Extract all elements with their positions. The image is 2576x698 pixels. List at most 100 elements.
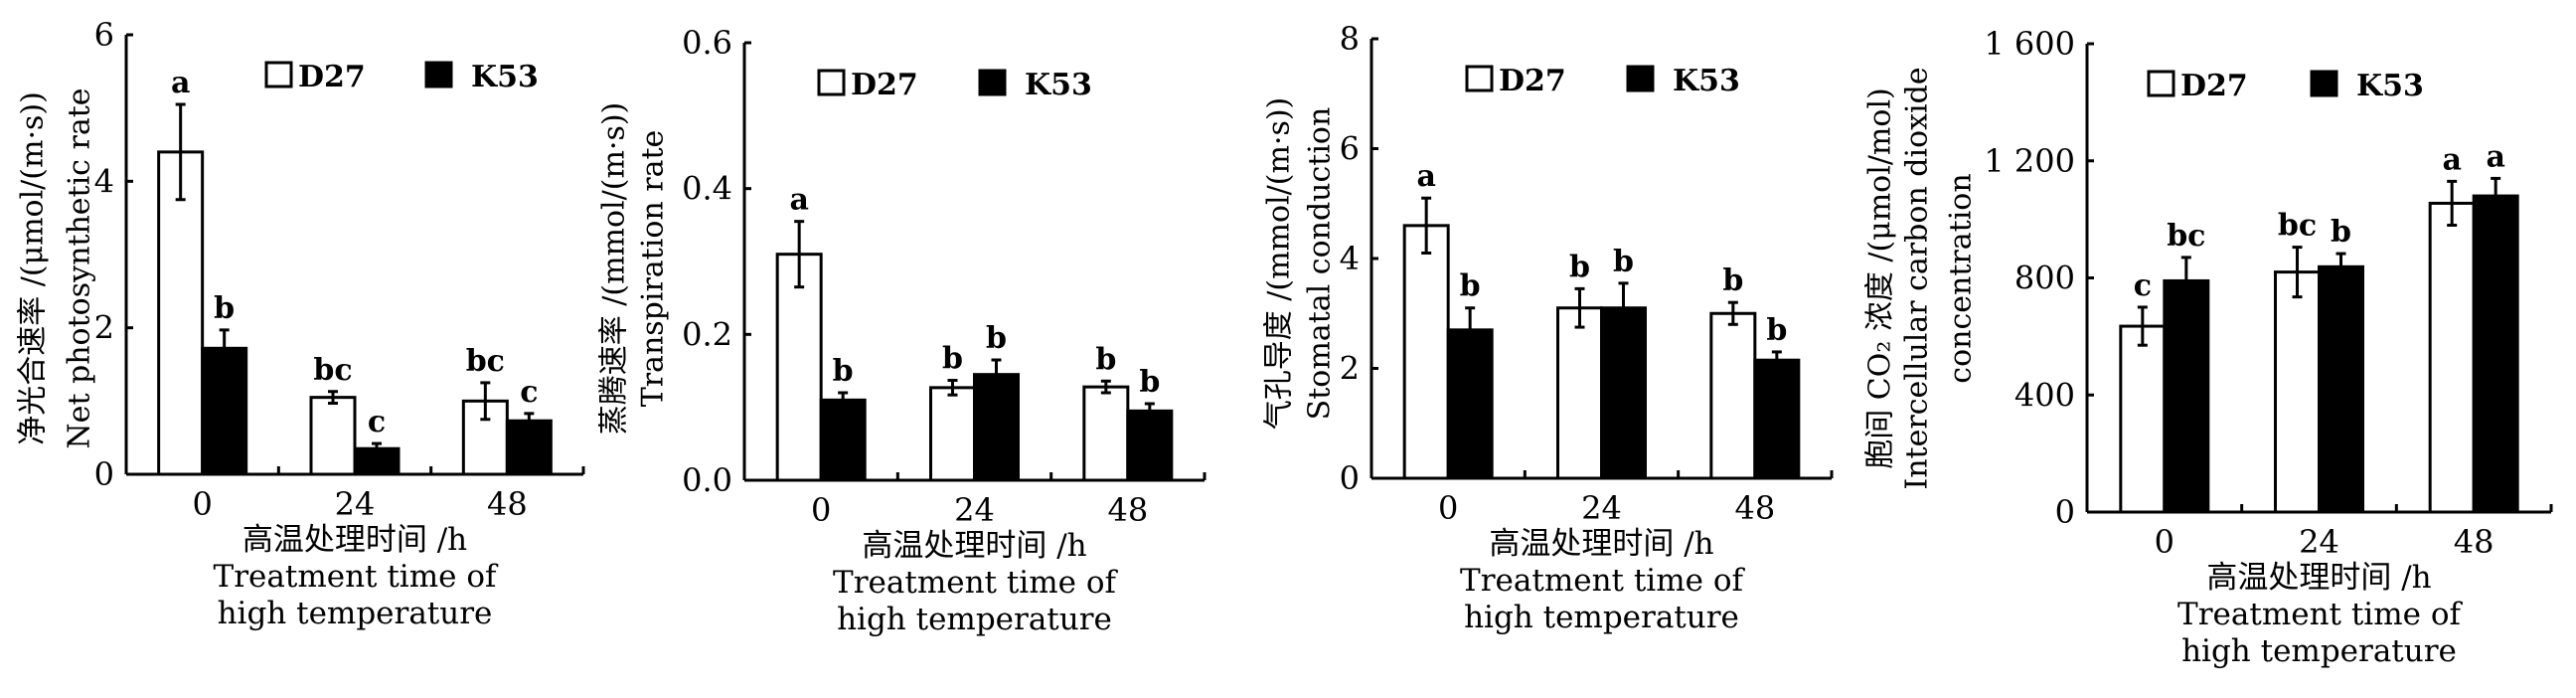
y-tick-label: 6 (94, 16, 114, 54)
significance-letter: a (171, 66, 190, 100)
legend-label: K53 (471, 60, 539, 94)
x-tick-label: 48 (1107, 491, 1148, 529)
bar-k53-0h (819, 398, 867, 482)
significance-letter: c (520, 375, 538, 410)
bar-d27-48h (1082, 385, 1130, 482)
y-axis-title: Intercellular carbon dioxide (1900, 67, 1935, 489)
y-tick-label: 1 600 (1984, 25, 2075, 63)
significance-letter: b (833, 354, 854, 389)
x-axis-title: Treatment time of (214, 559, 499, 595)
x-axis-title: Treatment time of (2177, 597, 2463, 632)
bar-k53-48h (1753, 358, 1801, 480)
significance-letter: bc (2167, 219, 2205, 254)
bar-k53-48h (1126, 409, 1174, 482)
y-tick-label: 4 (94, 162, 114, 200)
y-tick-label: 6 (1340, 130, 1360, 168)
significance-letter: b (1613, 245, 1634, 279)
significance-letter: a (789, 183, 808, 218)
y-tick-label: 0 (94, 455, 114, 493)
legend-label: K53 (1673, 64, 1740, 98)
legend-label: D27 (1499, 64, 1566, 98)
y-axis-title: Stomatal conduction (1303, 107, 1338, 421)
y-tick-label: 0.4 (682, 170, 732, 208)
significance-letter: a (2486, 139, 2504, 174)
bar-k53-24h (1600, 306, 1647, 480)
x-tick-label: 0 (2155, 523, 2174, 561)
bar-k53-24h (973, 373, 1020, 482)
y-tick-label: 0.6 (682, 24, 732, 62)
bar-k53-0h (2163, 278, 2210, 514)
y-tick-label: 0.2 (682, 315, 732, 353)
y-axis-title: 胞间 CO₂ 浓度 /(μmol/mol) (1863, 87, 1898, 469)
y-axis-title: concentration (1944, 173, 1979, 383)
y-tick-label: 0 (2055, 493, 2075, 531)
x-tick-label: 24 (1581, 489, 1622, 527)
y-tick-label: 4 (1340, 240, 1360, 277)
legend-label: D27 (298, 60, 366, 94)
bar-k53-48h (2472, 194, 2519, 514)
significance-letter: a (1416, 159, 1435, 194)
x-tick-label: 48 (1734, 489, 1775, 527)
x-axis-title: 高温处理时间 /h (1489, 526, 1713, 562)
legend-label: K53 (2356, 69, 2424, 103)
legend-label: D27 (851, 68, 918, 102)
bar-k53-0h (201, 346, 248, 476)
bar-k53-0h (1446, 328, 1494, 480)
bar-k53-48h (505, 419, 553, 476)
significance-letter: b (986, 321, 1007, 356)
bar-d27-0h (2119, 324, 2167, 514)
x-axis-title: Treatment time of (1460, 563, 1745, 599)
x-tick-label: 24 (335, 485, 376, 523)
significance-letter: b (942, 342, 963, 377)
x-tick-label: 48 (2454, 523, 2495, 561)
y-axis-title: 蒸腾速率 /(mmol/(m·s)) (597, 102, 632, 436)
y-axis-title: 气孔导度 /(mmol/(m·s)) (1262, 97, 1297, 431)
significance-letter: b (2331, 215, 2351, 250)
x-axis-title: high temperature (1464, 600, 1739, 635)
legend-swatch-d27 (817, 69, 846, 96)
bar-d27-24h (929, 386, 976, 482)
y-tick-label: 0 (1340, 459, 1360, 497)
x-tick-label: 0 (192, 485, 212, 523)
y-tick-label: 2 (1340, 350, 1360, 388)
bar-d27-24h (2274, 270, 2321, 514)
bar-d27-0h (775, 253, 823, 482)
y-axis-title: 净光合速率 /(μmol/(m·s)) (16, 91, 51, 445)
x-tick-label: 48 (487, 485, 528, 523)
x-axis-title: high temperature (218, 596, 493, 631)
x-tick-label: 24 (954, 491, 995, 529)
x-axis-title: high temperature (837, 602, 1112, 637)
significance-letter: bc (2278, 209, 2317, 244)
legend-swatch-k53 (424, 61, 453, 88)
significance-letter: bc (313, 353, 352, 388)
y-tick-label: 8 (1340, 20, 1360, 58)
x-axis-title: Treatment time of (833, 565, 1118, 601)
legend-label: D27 (2180, 69, 2248, 103)
bar-d27-24h (309, 396, 357, 476)
bar-d27-0h (1402, 224, 1450, 480)
y-axis-title: Net photosynthetic rate (63, 87, 97, 448)
significance-letter: a (2442, 142, 2461, 177)
x-tick-label: 0 (1438, 489, 1458, 527)
x-axis-title: high temperature (2181, 633, 2457, 669)
legend-swatch-d27 (264, 61, 293, 88)
significance-letter: b (1569, 250, 1590, 284)
legend-swatch-d27 (2147, 70, 2175, 97)
significance-letter: b (1095, 342, 1116, 377)
significance-letter: b (1460, 269, 1481, 304)
bar-k53-24h (2318, 264, 2364, 514)
significance-letter: b (1139, 365, 1160, 400)
bar-d27-24h (1556, 306, 1603, 480)
bar-d27-48h (1709, 311, 1757, 480)
y-tick-label: 2 (94, 309, 114, 347)
x-axis-title: 高温处理时间 /h (242, 522, 467, 558)
legend-swatch-k53 (2310, 70, 2338, 97)
y-tick-label: 800 (2014, 260, 2075, 297)
significance-letter: c (368, 405, 386, 439)
bar-d27-48h (2428, 201, 2476, 514)
significance-letter: b (1722, 263, 1743, 298)
x-axis-title: 高温处理时间 /h (862, 528, 1086, 564)
legend-label: K53 (1025, 68, 1092, 102)
